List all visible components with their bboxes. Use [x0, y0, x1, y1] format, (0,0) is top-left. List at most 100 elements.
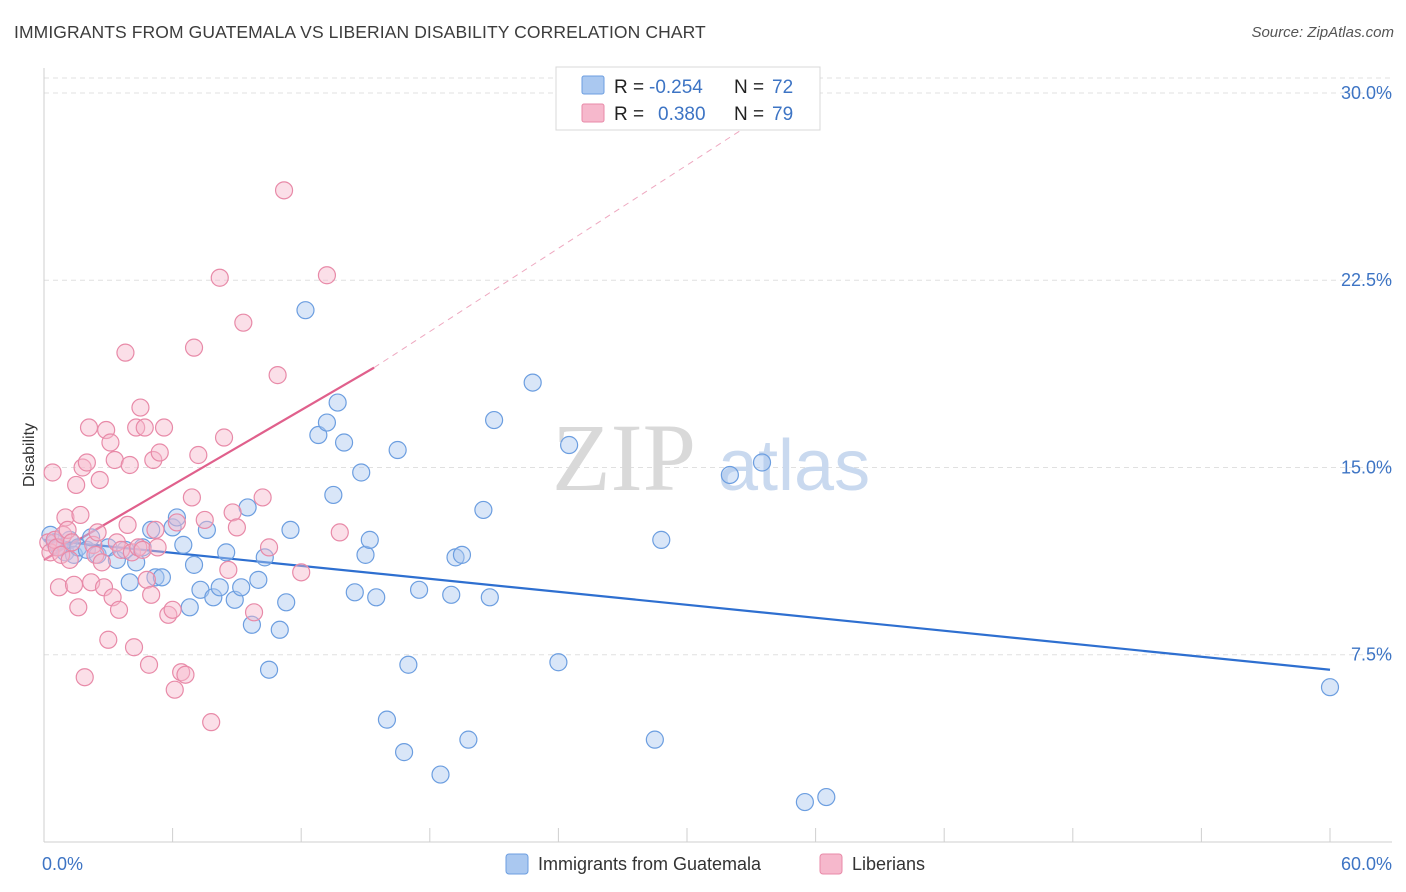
- y-axis-title: Disability: [21, 423, 38, 487]
- point-pink-24: [90, 470, 109, 490]
- y-tick-labels: 7.5% 15.0% 22.5% 30.0%: [1341, 83, 1392, 665]
- legend-r-label-blue: R =: [614, 77, 644, 98]
- point-blue-69: [752, 453, 772, 472]
- point-blue-13: [120, 573, 139, 592]
- point-blue-49: [367, 588, 386, 607]
- bottom-legend: Immigrants from Guatemala Liberians: [505, 853, 925, 875]
- point-pink-50: [148, 538, 167, 557]
- point-pink-73: [268, 366, 287, 385]
- point-blue-30: [232, 578, 251, 597]
- point-blue-43: [328, 393, 347, 412]
- watermark: ZIP atlas: [552, 404, 870, 511]
- point-blue-36: [270, 620, 289, 639]
- point-blue-26: [204, 588, 223, 607]
- point-pink-17: [75, 668, 94, 687]
- legend-swatch-blue: [581, 75, 605, 95]
- point-pink-63: [202, 713, 221, 732]
- trend-lines: [43, 129, 1331, 671]
- point-blue-21: [174, 535, 193, 554]
- point-blue-48: [360, 530, 379, 549]
- legend-n-value-blue: 72: [772, 77, 793, 98]
- point-pink-19: [79, 418, 99, 437]
- point-blue-61: [480, 588, 499, 607]
- trend-line-pink: [43, 366, 375, 561]
- point-pink-75: [292, 563, 311, 582]
- point-pink-70: [244, 603, 264, 622]
- point-blue-55: [431, 765, 450, 784]
- point-pink-49: [146, 520, 165, 540]
- legend-r-value-blue: -0.254: [649, 77, 703, 98]
- point-blue-40: [309, 425, 328, 445]
- point-pink-62: [195, 510, 214, 530]
- point-blue-65: [560, 435, 579, 455]
- point-pink-51: [150, 443, 169, 462]
- point-blue-27: [210, 578, 229, 597]
- point-blue-66: [645, 730, 664, 749]
- point-pink-71: [253, 488, 272, 507]
- watermark-atlas: atlas: [718, 426, 870, 506]
- point-pink-13: [67, 475, 86, 495]
- point-blue-20: [167, 508, 186, 527]
- legend-n-label-blue: N =: [734, 77, 764, 98]
- point-pink-66: [219, 560, 238, 579]
- point-blue-63: [523, 373, 542, 392]
- point-blue-50: [377, 710, 397, 729]
- point-blue-38: [281, 520, 300, 540]
- chart-title: IMMIGRANTS FROM GUATEMALA VS LIBERIAN DI…: [14, 22, 706, 42]
- point-blue-33: [249, 570, 268, 589]
- x-tick-labels: 0.0% 60.0%: [42, 854, 1392, 874]
- point-blue-23: [184, 555, 204, 574]
- point-pink-44: [135, 418, 154, 437]
- point-blue-56: [442, 585, 461, 604]
- trend-extension-pink: [373, 129, 741, 369]
- point-pink-11: [62, 533, 81, 552]
- y-tick-label-3: 30.0%: [1341, 83, 1392, 103]
- trend-line-blue: [43, 538, 1331, 671]
- point-blue-34: [255, 548, 274, 567]
- bottom-legend-label-pink: Liberians: [852, 854, 925, 874]
- point-blue-47: [356, 545, 375, 564]
- point-pink-22: [86, 545, 105, 564]
- point-pink-60: [184, 338, 204, 357]
- point-pink-35: [116, 343, 135, 362]
- point-blue-60: [474, 500, 493, 520]
- point-blue-41: [317, 413, 337, 432]
- point-blue-46: [352, 463, 371, 482]
- legend-swatch-pink: [581, 103, 605, 123]
- x-tick-label-0: 0.0%: [42, 854, 83, 874]
- point-blue-53: [399, 655, 418, 674]
- point-pink-46: [139, 655, 159, 674]
- watermark-zip: ZIP: [552, 404, 696, 511]
- point-blue-18: [152, 568, 171, 587]
- point-pink-55: [165, 680, 184, 699]
- point-blue-64: [549, 653, 568, 672]
- point-blue-67: [652, 530, 671, 549]
- legend-r-label-pink: R =: [614, 104, 644, 125]
- point-pink-37: [120, 455, 139, 475]
- y-tick-label-2: 22.5%: [1341, 270, 1392, 290]
- point-blue-37: [277, 593, 296, 612]
- point-blue-28: [217, 543, 236, 562]
- legend-n-value-pink: 79: [772, 104, 793, 125]
- point-pink-5: [49, 578, 69, 597]
- point-pink-42: [131, 398, 150, 417]
- point-blue-62: [485, 410, 504, 430]
- point-pink-31: [105, 450, 124, 470]
- point-pink-54: [163, 600, 182, 619]
- point-pink-77: [330, 523, 349, 542]
- point-pink-33: [109, 600, 129, 619]
- point-pink-65: [214, 428, 234, 447]
- point-pink-47: [142, 585, 161, 604]
- point-pink-12: [64, 575, 84, 594]
- point-pink-59: [182, 488, 201, 507]
- legend-n-label-pink: N =: [734, 104, 764, 125]
- point-pink-61: [189, 445, 208, 465]
- point-pink-45: [137, 570, 156, 589]
- data-points: [39, 181, 1340, 812]
- point-blue-52: [394, 743, 414, 762]
- point-pink-28: [99, 630, 118, 649]
- point-blue-54: [409, 580, 429, 599]
- grid-lines: [44, 77, 1392, 656]
- point-blue-44: [334, 433, 354, 452]
- point-blue-59: [459, 730, 478, 749]
